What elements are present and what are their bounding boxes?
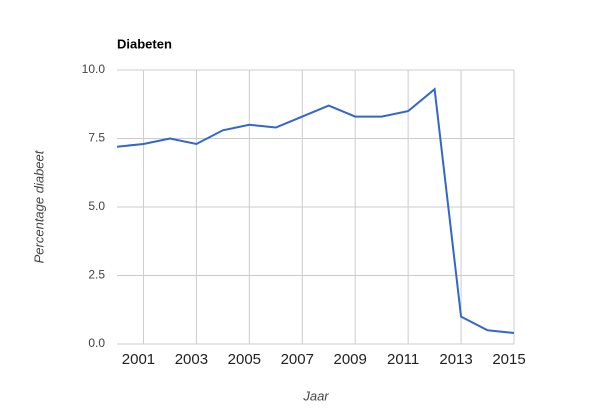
x-tick-label: 2001 <box>122 351 155 368</box>
x-axis-label: Jaar <box>302 388 329 403</box>
y-tick-label: 7.5 <box>88 131 105 145</box>
y-tick-label: 2.5 <box>88 268 105 282</box>
x-tick-label: 2009 <box>334 351 367 368</box>
y-tick-label: 10.0 <box>82 62 106 76</box>
y-axis-label: Percentage diabeet <box>31 149 46 263</box>
x-tick-label: 2003 <box>175 351 208 368</box>
y-tick-label: 0.0 <box>88 336 105 350</box>
x-tick-label: 2015 <box>492 351 525 368</box>
x-tick-label: 2005 <box>228 351 261 368</box>
chart-title: Diabeten <box>117 36 172 51</box>
x-tick-label: 2011 <box>387 351 419 368</box>
x-tick-label: 2013 <box>439 351 472 368</box>
line <box>116 87 515 335</box>
y-tick-label: 5.0 <box>88 199 105 213</box>
x-tick-label: 2007 <box>281 351 314 368</box>
